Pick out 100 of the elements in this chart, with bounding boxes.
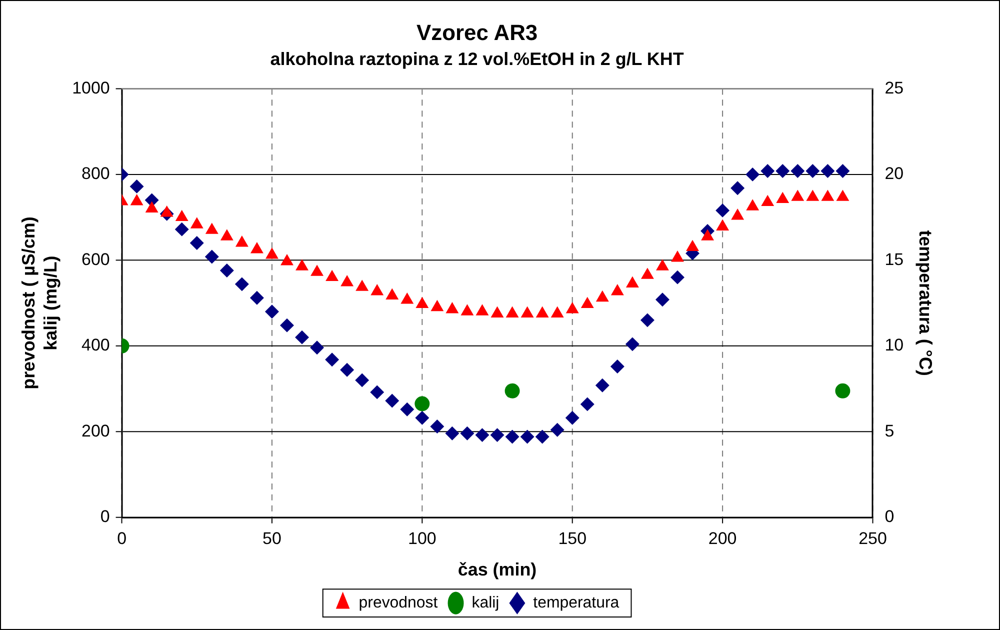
point bbox=[385, 394, 400, 408]
point bbox=[520, 306, 534, 318]
point bbox=[671, 250, 684, 262]
point bbox=[595, 378, 610, 392]
point bbox=[296, 259, 308, 270]
point bbox=[220, 263, 234, 278]
point bbox=[386, 288, 399, 300]
point bbox=[265, 248, 278, 259]
point bbox=[535, 430, 550, 444]
point bbox=[790, 164, 805, 178]
point bbox=[761, 194, 774, 206]
point bbox=[716, 203, 730, 218]
y-axis-title: prevodnost ( µS/cm) kalij (mg/L) bbox=[18, 216, 60, 390]
point bbox=[686, 240, 699, 252]
point bbox=[400, 292, 414, 304]
point bbox=[610, 360, 624, 374]
y2-axis-title: temperatura ( °C) bbox=[915, 230, 936, 376]
point bbox=[340, 274, 354, 286]
point bbox=[746, 167, 760, 182]
point bbox=[565, 410, 580, 425]
point bbox=[325, 352, 340, 367]
point bbox=[760, 164, 775, 178]
point bbox=[340, 362, 354, 377]
y2-tick-label: 20 bbox=[884, 164, 904, 184]
point bbox=[476, 304, 489, 316]
point bbox=[264, 304, 279, 319]
point bbox=[400, 402, 414, 416]
y2-tick-label: 25 bbox=[884, 78, 904, 98]
point bbox=[836, 190, 850, 201]
point bbox=[235, 236, 248, 247]
point bbox=[730, 181, 745, 196]
point bbox=[430, 420, 444, 434]
point bbox=[731, 208, 744, 220]
point bbox=[776, 192, 790, 204]
y2-tick-label: 5 bbox=[884, 421, 894, 440]
y-tick-label: 400 bbox=[82, 336, 110, 355]
y2-tick-label: 0 bbox=[884, 507, 894, 526]
point bbox=[806, 190, 820, 201]
y-tick-label: 1000 bbox=[72, 78, 110, 98]
point bbox=[746, 199, 760, 210]
chart-subtitle: alkoholna raztopina z 12 vol.%EtOH in 2 g/L KHT bbox=[270, 48, 684, 69]
x-tick-label: 0 bbox=[117, 529, 126, 548]
point bbox=[190, 236, 204, 250]
point bbox=[505, 430, 520, 444]
point bbox=[355, 373, 370, 388]
y-tick-label: 0 bbox=[100, 507, 110, 526]
point bbox=[596, 290, 609, 302]
point bbox=[625, 337, 640, 352]
point bbox=[490, 428, 504, 442]
point bbox=[506, 306, 519, 318]
point bbox=[310, 340, 324, 355]
point bbox=[490, 306, 504, 318]
point bbox=[370, 284, 384, 296]
point bbox=[640, 313, 654, 328]
legend-label: prevodnost bbox=[358, 594, 438, 612]
point bbox=[234, 277, 249, 292]
point bbox=[145, 201, 158, 212]
point bbox=[520, 430, 534, 444]
x-tick-label: 150 bbox=[558, 529, 586, 548]
point bbox=[220, 229, 234, 240]
point bbox=[130, 194, 144, 206]
point bbox=[356, 280, 369, 291]
point bbox=[550, 306, 564, 318]
point bbox=[656, 259, 669, 270]
point bbox=[566, 302, 579, 314]
point bbox=[820, 164, 835, 178]
point bbox=[280, 318, 294, 332]
point bbox=[626, 276, 639, 288]
point bbox=[326, 270, 339, 282]
point bbox=[310, 264, 324, 276]
x-tick-label: 100 bbox=[408, 529, 436, 548]
point bbox=[280, 254, 294, 266]
x-tick-label: 50 bbox=[262, 529, 282, 548]
point bbox=[190, 217, 204, 228]
point bbox=[475, 428, 490, 442]
y-tick-label: 200 bbox=[82, 421, 110, 440]
point bbox=[580, 397, 594, 412]
point bbox=[610, 284, 624, 296]
point bbox=[550, 422, 564, 437]
point bbox=[130, 179, 144, 194]
point bbox=[821, 190, 834, 201]
point bbox=[204, 250, 219, 264]
point bbox=[370, 385, 384, 400]
point bbox=[836, 164, 850, 178]
point bbox=[536, 306, 549, 318]
y2-tick-label: 10 bbox=[884, 336, 904, 355]
chart-title: Vzorec AR3 bbox=[416, 20, 538, 46]
y-tick-label: 800 bbox=[82, 164, 110, 184]
x-tick-label: 250 bbox=[858, 529, 887, 548]
point bbox=[791, 190, 804, 201]
point bbox=[295, 330, 309, 344]
legend-label: temperatura bbox=[533, 594, 620, 612]
point bbox=[445, 426, 460, 440]
point bbox=[446, 302, 459, 314]
point bbox=[776, 164, 790, 178]
point bbox=[460, 304, 474, 316]
y2-tick-label: 15 bbox=[884, 250, 904, 269]
point bbox=[655, 292, 670, 307]
point bbox=[175, 210, 188, 222]
point bbox=[701, 229, 714, 240]
